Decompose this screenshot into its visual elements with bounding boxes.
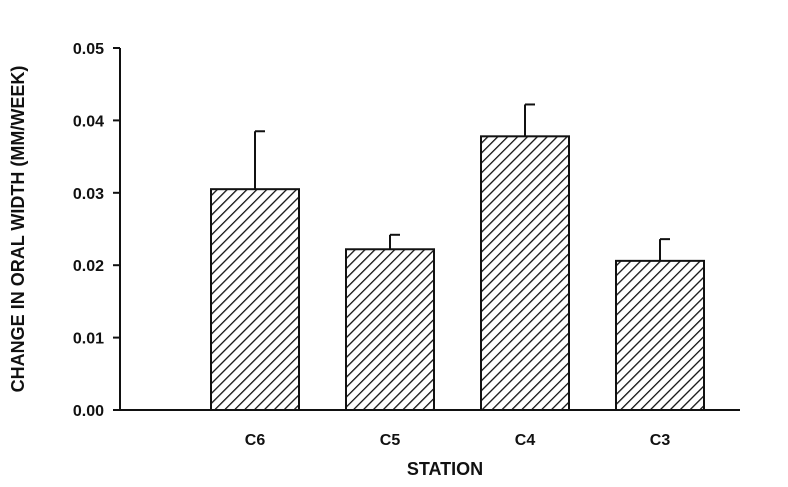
bar-c3 [615, 259, 705, 411]
bar-c6 [210, 188, 300, 411]
error-bars-layer [254, 103, 670, 261]
x-tick-label: C3 [650, 432, 671, 449]
y-tick-label: 0.03 [73, 186, 104, 203]
y-axis-title: CHANGE IN ORAL WIDTH (MM/WEEK) [8, 66, 28, 393]
y-ticks-layer: 0.00 0.01 0.02 0.03 0.04 0.05 [73, 41, 120, 420]
y-tick-label: 0.02 [73, 258, 104, 275]
y-tick-label: 0.01 [73, 331, 104, 348]
y-tick-label: 0.04 [73, 113, 104, 130]
bar-c4 [480, 135, 570, 411]
x-ticks-layer: C6 C5 C4 C3 [245, 432, 671, 449]
y-tick-label: 0.05 [73, 41, 104, 58]
bar-c5 [345, 248, 435, 411]
x-tick-label: C4 [515, 432, 536, 449]
bars-layer [210, 135, 705, 411]
y-tick-label: 0.00 [73, 403, 104, 420]
x-tick-label: C5 [380, 432, 401, 449]
x-tick-label: C6 [245, 432, 266, 449]
x-axis-title: STATION [407, 459, 483, 479]
